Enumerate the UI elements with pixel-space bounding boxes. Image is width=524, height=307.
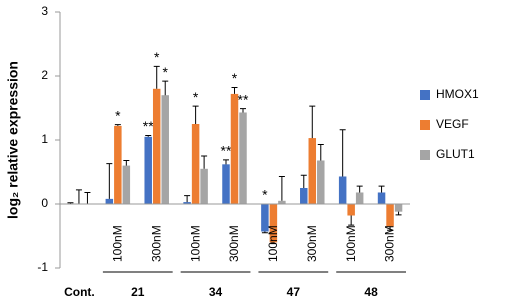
bar (338, 176, 347, 204)
group-label: 34 (209, 285, 223, 299)
error-bar (75, 189, 82, 204)
error-bar (114, 124, 121, 126)
x-tick-label: 300nM (383, 225, 397, 262)
bar (183, 202, 191, 204)
y-tick-label: 2 (41, 68, 48, 82)
bar (122, 165, 131, 204)
error-bar (145, 135, 152, 137)
group-label: 48 (364, 285, 378, 299)
error-bar (240, 108, 246, 113)
error-bar (395, 211, 402, 216)
bar (239, 112, 247, 204)
bar (300, 188, 308, 204)
group-label: 21 (131, 285, 145, 299)
significance-label: * (115, 107, 121, 123)
error-bar (261, 231, 268, 234)
x-tick-label: 300nM (305, 225, 319, 262)
bar (269, 204, 278, 243)
error-bar (184, 195, 191, 203)
error-bar (153, 65, 160, 89)
group-label: Cont. (64, 285, 95, 299)
error-bar (339, 129, 346, 177)
error-bar (106, 163, 113, 199)
bar (347, 204, 355, 216)
error-bar (201, 155, 208, 169)
significance-label: * (262, 187, 268, 203)
error-bar (348, 215, 355, 226)
error-bar (378, 185, 385, 193)
legend-label: GLUT1 (436, 147, 475, 161)
x-tick-label: 100nM (344, 225, 358, 262)
bar (355, 192, 364, 204)
error-bar (162, 80, 169, 96)
error-bar (123, 159, 130, 166)
y-tick-label: 1 (41, 132, 48, 146)
bar (278, 200, 286, 204)
legend-swatch (420, 90, 430, 100)
bar (261, 204, 269, 232)
error-bar (300, 174, 307, 188)
significance-label: ** (221, 143, 232, 159)
error-bar (270, 242, 277, 245)
bar (317, 160, 325, 204)
bar (200, 168, 208, 204)
error-bar (356, 185, 363, 193)
x-tick-label: 100nM (188, 225, 202, 262)
bar (105, 198, 114, 204)
legend-label: VEGF (436, 117, 469, 131)
x-tick-label: 300nM (149, 225, 163, 262)
y-axis-label: log₂ relative expression (5, 61, 21, 219)
significance-label: ** (143, 118, 154, 134)
bar (114, 125, 122, 204)
bar (152, 88, 161, 204)
bar (144, 136, 152, 204)
bar (222, 164, 230, 204)
significance-label: * (154, 49, 160, 65)
bar (394, 204, 403, 212)
x-tick-label: 300nM (227, 225, 241, 262)
x-tick-label: 100nM (111, 225, 125, 262)
error-bar (231, 87, 238, 94)
significance-label: * (162, 64, 168, 80)
y-tick-label: 3 (41, 4, 48, 18)
error-bar (309, 105, 316, 139)
bar (161, 95, 169, 204)
significance-label: ** (238, 91, 249, 107)
error-bar (223, 159, 229, 165)
group-label: 47 (287, 285, 301, 299)
y-tick-label: 0 (41, 196, 48, 210)
legend-label: HMOX1 (436, 87, 479, 101)
bar (386, 204, 394, 227)
error-bar (192, 105, 199, 124)
legend-swatch (420, 120, 430, 130)
bar (230, 93, 239, 204)
significance-label: * (232, 70, 238, 86)
bar (308, 138, 317, 204)
legend-swatch (420, 150, 430, 160)
x-tick-label: 100nM (266, 225, 280, 262)
error-bar (387, 226, 394, 231)
y-tick-label: -1 (37, 260, 48, 274)
error-bar (317, 143, 324, 161)
significance-label: * (193, 89, 199, 105)
bar (191, 124, 200, 204)
bar (377, 192, 386, 204)
error-bar (278, 175, 285, 201)
error-bar (84, 191, 91, 204)
